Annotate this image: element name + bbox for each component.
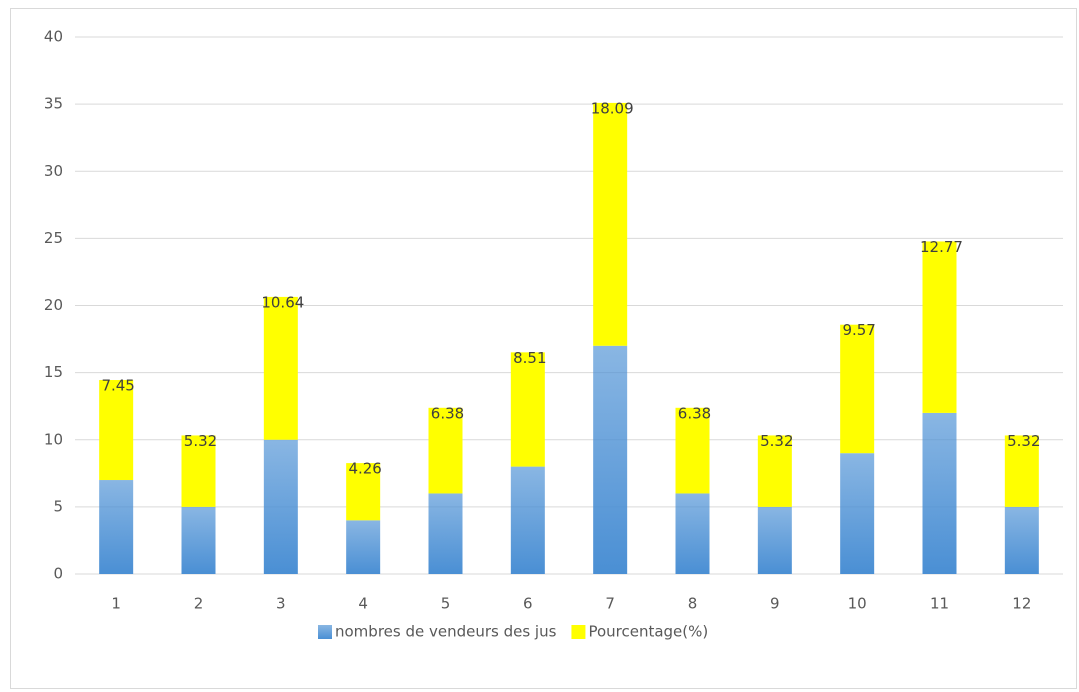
x-tick-label: 7 [605,595,615,613]
data-label: 9.57 [842,321,875,339]
bar-segment [181,435,216,507]
x-tick-label: 2 [194,595,204,613]
data-label: 18.09 [591,99,634,117]
bar-segment [922,241,957,413]
data-label: 7.45 [101,377,134,395]
x-tick-label: 10 [848,595,867,613]
x-tick-label: 5 [441,595,451,613]
bar-segment [99,480,134,574]
bar-segment [593,345,628,574]
x-tick-label: 4 [358,595,368,613]
bar-segment [757,506,792,574]
x-tick-label: 3 [276,595,286,613]
y-tick-label: 25 [44,229,63,247]
bar-segment [1004,506,1039,574]
data-label: 8.51 [513,349,546,367]
chart-frame [10,8,1077,689]
data-label: 5.32 [1007,432,1040,450]
y-tick-label: 0 [53,565,63,583]
bar-segment [346,520,381,574]
y-tick-label: 40 [44,28,63,46]
bar-segment [922,412,957,574]
y-tick-label: 5 [53,497,63,515]
legend-label: nombres de vendeurs des jus [335,623,557,641]
y-tick-label: 15 [44,363,63,381]
y-tick-label: 20 [44,296,63,314]
data-label: 5.32 [760,432,793,450]
bar-segment [99,380,134,481]
bar-segment [593,102,628,346]
y-tick-label: 10 [44,430,63,448]
x-tick-label: 8 [688,595,698,613]
y-tick-label: 30 [44,162,63,180]
bar-segment [510,352,545,467]
bar-segment [1004,435,1039,507]
bar-segment [181,506,216,574]
legend-label: Pourcentage(%) [588,623,708,641]
x-tick-label: 12 [1012,595,1031,613]
bar-segment [757,435,792,507]
y-tick-label: 35 [44,95,63,113]
x-tick-label: 11 [930,595,949,613]
bar-segment [263,296,298,440]
bar-segment [263,439,298,574]
data-label: 6.38 [678,404,711,422]
legend-swatch [318,625,332,639]
bar-segment [510,466,545,574]
data-label: 12.77 [920,238,963,256]
bar-segment [428,407,463,494]
bar-segment [428,493,463,574]
bar-segment [840,324,875,454]
x-tick-label: 9 [770,595,780,613]
x-tick-label: 1 [111,595,121,613]
x-tick-label: 6 [523,595,533,613]
bar-segment [840,453,875,574]
legend-swatch [571,625,586,639]
bar-segment [675,407,710,494]
bar-segment [346,463,381,521]
data-label: 10.64 [261,293,304,311]
bar-segment [675,493,710,574]
data-label: 4.26 [348,460,381,478]
data-label: 5.32 [184,432,217,450]
data-label: 6.38 [431,404,464,422]
